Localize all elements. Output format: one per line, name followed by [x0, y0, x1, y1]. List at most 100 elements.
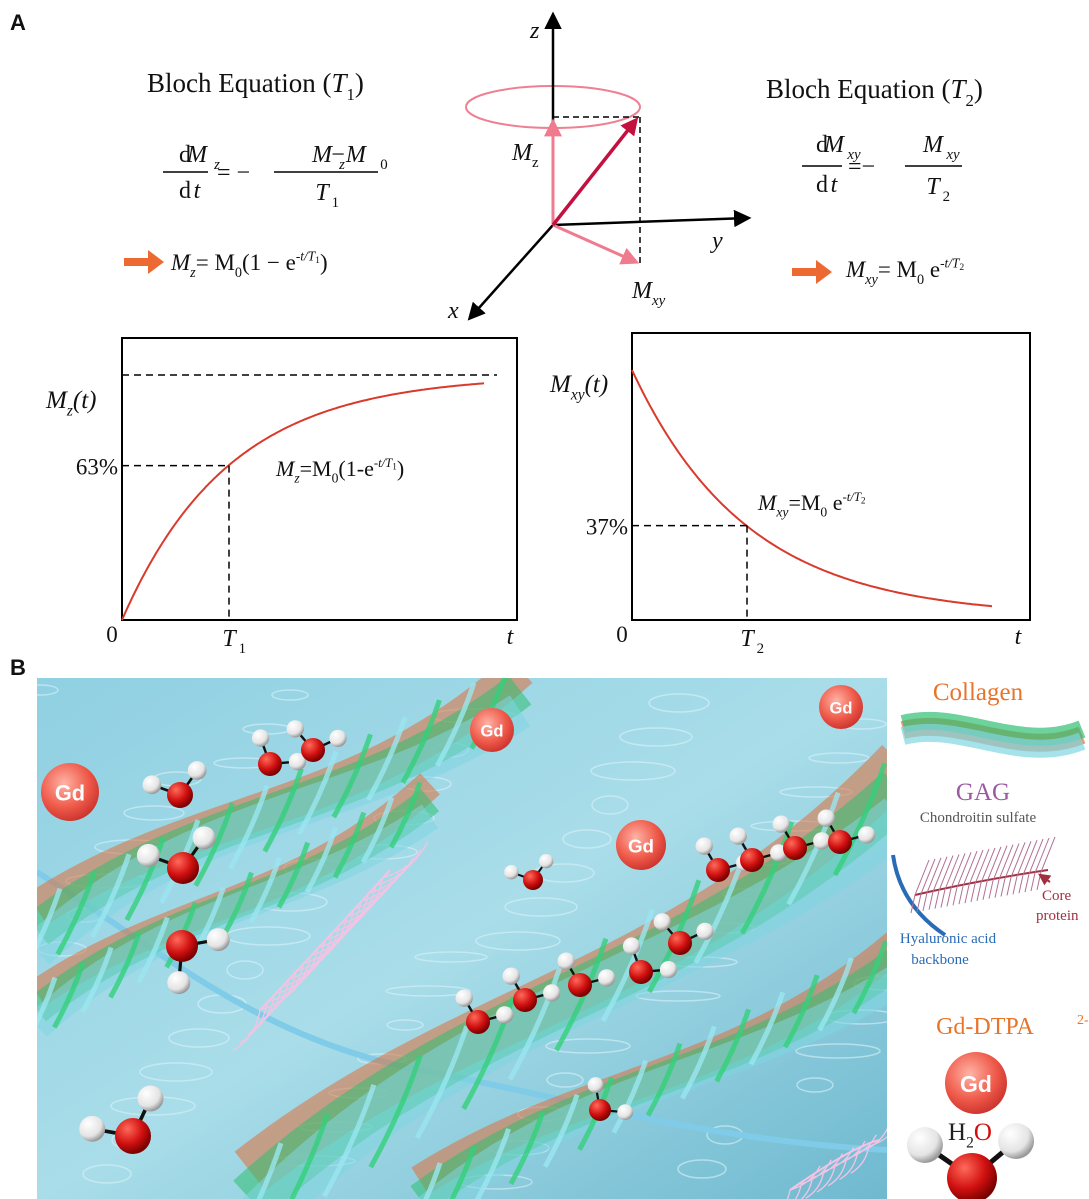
fraction-denominator: dt — [816, 172, 839, 198]
legend-bristle — [987, 847, 1001, 882]
x-axis-label: t — [1015, 624, 1023, 650]
text-part: = M — [878, 257, 917, 282]
legend-bristle — [1007, 877, 1011, 895]
text-part: z — [66, 403, 73, 420]
hydrogen-atom — [503, 967, 520, 984]
oxygen-atom — [115, 1118, 151, 1154]
text-part: 0 — [380, 157, 387, 173]
text-part: M — [45, 387, 68, 414]
text-part: M — [186, 142, 209, 168]
hydrogen-atom — [252, 729, 269, 746]
text-part: M — [823, 132, 846, 158]
text-part: Gd — [830, 700, 853, 718]
text-part: t — [1015, 624, 1023, 650]
text-part: Gd — [481, 723, 504, 741]
hydrogen-atom — [654, 913, 671, 930]
hydrogen-atom — [456, 989, 473, 1006]
text-part: ) — [974, 74, 983, 104]
text-part: -t/T — [374, 456, 393, 470]
y-axis — [553, 218, 748, 225]
legend-bristle — [1025, 874, 1029, 892]
text-part: d — [179, 178, 191, 204]
oxygen-atom — [513, 988, 537, 1012]
text-part: ) — [355, 68, 364, 98]
oxygen-atom — [167, 852, 199, 884]
text-part: t — [194, 178, 202, 204]
text-part: Bloch Equation ( — [766, 74, 950, 104]
legend-bristle — [963, 851, 977, 886]
legend-bristle — [1031, 873, 1035, 891]
axis-label: x — [447, 298, 459, 324]
equation-heading: Bloch Equation (T2) — [766, 74, 983, 110]
hydrogen-atom — [660, 961, 677, 978]
text-part: =M — [300, 456, 332, 481]
legend-bristle — [951, 853, 965, 888]
curve-equation: Mxy=M0 e-t/T2 — [757, 490, 866, 520]
text-part: Gd — [55, 781, 85, 806]
text-part: e — [924, 257, 940, 282]
hydrogen-atom — [137, 844, 160, 867]
text-part: Chondroitin sulfate — [920, 810, 1037, 826]
legend-bristle — [989, 881, 993, 899]
text-part: M — [845, 257, 867, 282]
legend-bristle — [1017, 841, 1031, 876]
text-part: xy — [775, 505, 789, 520]
text-part: M — [549, 371, 572, 398]
hydrogen-atom — [623, 937, 640, 954]
text-part: Core — [1042, 888, 1072, 904]
oxygen-atom — [301, 738, 325, 762]
legend-bristle — [965, 885, 969, 903]
oxygen-atom — [740, 848, 764, 872]
legend-pointer — [1040, 875, 1050, 882]
legend-bristle — [969, 850, 983, 885]
text-part: 0 — [106, 622, 118, 647]
x-axis-label: t — [507, 624, 515, 650]
hydrogen-atom — [207, 928, 230, 951]
curve-equation: Mz=M0(1-e-t/T1) — [275, 456, 404, 486]
text-part: M — [922, 132, 945, 158]
legend-title: Collagen — [933, 679, 1024, 706]
text-part: x — [447, 298, 459, 324]
relaxation-curve — [122, 383, 484, 620]
x-tick-label: T1 — [222, 626, 246, 657]
text-part: ) — [397, 456, 404, 481]
vector-label: Mz — [511, 140, 539, 171]
hydrogen-atom — [730, 827, 747, 844]
illustration: GdGdGdGd — [22, 666, 914, 1199]
hydrogen-atom — [504, 865, 518, 879]
oxygen-atom — [783, 836, 807, 860]
text-part: 1 — [332, 195, 339, 211]
legend-bristle — [1041, 837, 1055, 872]
hydrogen-atom — [287, 720, 304, 737]
legend-bristle — [941, 890, 945, 908]
text-part: protein — [1036, 908, 1079, 924]
text-part: -t/T — [296, 248, 317, 263]
text-part: Hyaluronic acid — [900, 931, 997, 947]
text-part: T — [740, 626, 755, 652]
text-part: -t/T — [940, 255, 961, 270]
hydrogen-atom — [138, 1086, 164, 1112]
text-part: 1 — [347, 85, 355, 104]
hydrogen-atom — [858, 826, 875, 843]
origin-label: 0 — [106, 622, 118, 647]
equation-heading: Bloch Equation (T1) — [147, 68, 364, 104]
hydrogen-atom — [188, 761, 207, 780]
gd-label: Gd — [481, 723, 504, 741]
text-part: 2 — [757, 641, 764, 657]
hydrogen-atom — [167, 971, 190, 994]
legend-bristle — [975, 849, 989, 884]
text-part: 2 — [966, 91, 974, 110]
legend-bristle — [1013, 876, 1017, 894]
text-part: M — [170, 250, 192, 275]
text-part: Gd-DTPA — [936, 1014, 1034, 1040]
legend-note: Core — [1042, 888, 1072, 904]
legend-note: Hyaluronic acid — [900, 931, 997, 947]
text-part: T — [222, 626, 237, 652]
legend-bristle — [959, 886, 963, 904]
fraction-denominator: T1 — [315, 180, 339, 211]
axis-label: z — [529, 18, 540, 44]
text-part: =− — [848, 154, 875, 180]
hydrogen-atom — [813, 832, 830, 849]
